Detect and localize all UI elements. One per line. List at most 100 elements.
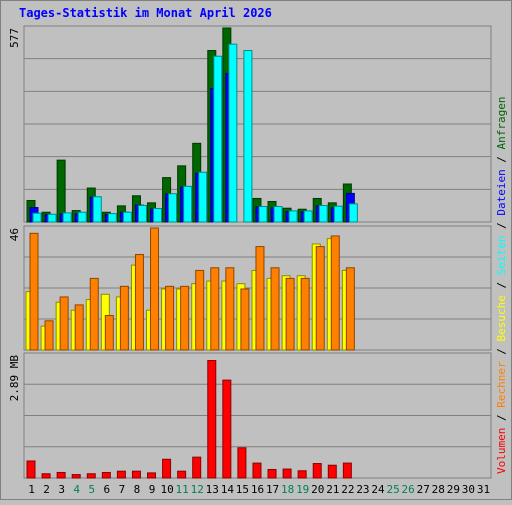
x-tick-label: 18 [281, 483, 294, 496]
bar-volumen-day-17 [267, 468, 277, 479]
bar-volumen-day-9 [147, 472, 157, 479]
x-tick-label: 31 [477, 483, 490, 496]
bar-seiten-day-13 [213, 55, 223, 223]
x-tick-label: 13 [206, 483, 219, 496]
legend-entry: / [495, 275, 508, 295]
bar-rechner-day-9 [150, 227, 160, 351]
legend-entry: Rechner [495, 361, 508, 408]
bar-volumen-day-21 [327, 464, 337, 479]
x-tick-label: 29 [447, 483, 460, 496]
bar-rechner-day-18 [285, 277, 295, 351]
legend-entry: / [495, 149, 508, 169]
bar-seiten-day-4 [77, 211, 87, 223]
legend-entry: Anfragen [495, 96, 508, 149]
bar-rechner-day-8 [134, 254, 144, 351]
x-tick-label: 16 [251, 483, 264, 496]
x-tick-label: 4 [73, 483, 80, 496]
x-tick-label: 3 [58, 483, 65, 496]
bar-rechner-day-6 [104, 315, 114, 351]
legend-vertical: Volumen / Rechner / Besuche / Seiten / D… [495, 96, 508, 474]
bar-rechner-day-1 [29, 232, 39, 351]
bar-seiten-day-22 [348, 203, 358, 223]
bar-rechner-day-10 [165, 285, 175, 351]
bar-volumen-day-20 [312, 463, 322, 479]
bar-volumen-day-1 [26, 460, 36, 479]
bar-volumen-day-12 [192, 456, 202, 479]
legend-entry: / [495, 408, 508, 428]
bar-rechner-day-20 [315, 246, 325, 351]
bar-rechner-day-3 [59, 296, 69, 351]
x-tick-label: 10 [160, 483, 173, 496]
legend-entry: Volumen [495, 428, 508, 474]
x-tick-label: 7 [119, 483, 126, 496]
legend-entry: Dateien [495, 169, 508, 215]
x-tick-label: 17 [266, 483, 279, 496]
bar-rechner-day-21 [330, 235, 340, 351]
x-tick-label: 19 [296, 483, 309, 496]
y-max-label: 46 [8, 228, 21, 241]
bar-rechner-day-2 [44, 320, 54, 351]
x-tick-label: 21 [326, 483, 339, 496]
bar-rechner-day-7 [119, 285, 129, 351]
x-axis-tick-labels: 1 2 3 4 5 6 7 8 9 10 11 12 13 14 15 16 17 18 19 20 21 22 23 24 2… [28, 483, 490, 496]
chart-panel-2: 46 [8, 225, 492, 351]
bar-rechner-day-11 [180, 285, 190, 351]
bar-rechner-day-17 [270, 267, 280, 351]
bar-seiten-day-5 [92, 196, 102, 223]
bar-volumen-day-3 [56, 471, 66, 479]
bar-seiten-day-10 [168, 193, 178, 223]
x-tick-label: 24 [371, 483, 385, 496]
bar-rechner-day-19 [300, 277, 310, 351]
x-tick-label: 25 [386, 483, 399, 496]
bar-volumen-day-16 [252, 462, 262, 479]
bar-volumen-day-2 [41, 473, 51, 479]
bar-volumen-day-13 [207, 360, 217, 479]
x-tick-label: 12 [191, 483, 204, 496]
x-tick-label: 1 [28, 483, 35, 496]
legend-entry: / [495, 342, 508, 362]
chart-panel-3: 2.89 MB [8, 352, 492, 479]
chart-title: Tages-Statistik im Monat April 2026 [19, 6, 272, 20]
bar-volumen-day-11 [177, 470, 187, 479]
x-tick-label: 2 [43, 483, 50, 496]
bar-seiten-day-3 [62, 212, 72, 223]
bar-seiten-day-19 [303, 210, 313, 223]
x-tick-label: 5 [88, 483, 95, 496]
bar-volumen-day-10 [162, 458, 172, 479]
bar-seiten-day-15 [243, 50, 253, 223]
bar-seiten-day-18 [288, 210, 298, 223]
legend-entry: Besuche [495, 295, 508, 341]
bar-rechner-day-16 [255, 246, 265, 351]
bar-volumen-day-19 [297, 470, 307, 479]
bar-volumen-day-14 [222, 379, 232, 479]
x-tick-label: 26 [402, 483, 415, 496]
x-tick-label: 22 [341, 483, 354, 496]
legend-entry: Seiten [495, 236, 508, 276]
legend-entry: / [495, 216, 508, 236]
bar-rechner-day-15 [240, 288, 250, 351]
bar-seiten-day-21 [333, 205, 343, 223]
bar-rechner-day-4 [74, 304, 84, 351]
bar-seiten-day-1 [32, 212, 42, 223]
bar-volumen-day-6 [101, 471, 111, 479]
x-tick-label: 20 [311, 483, 324, 496]
bar-seiten-day-11 [183, 185, 193, 223]
bar-rechner-day-13 [210, 267, 220, 351]
bar-rechner-day-12 [195, 269, 205, 351]
bar-volumen-day-22 [342, 462, 352, 479]
x-tick-label: 27 [417, 483, 430, 496]
bar-seiten-day-12 [198, 171, 208, 223]
bar-rechner-day-22 [345, 267, 355, 351]
bar-volumen-day-15 [237, 447, 247, 479]
bar-seiten-day-6 [107, 213, 117, 223]
x-tick-label: 23 [356, 483, 369, 496]
bar-seiten-day-20 [318, 205, 328, 223]
x-tick-label: 28 [432, 483, 445, 496]
bar-volumen-day-8 [131, 470, 141, 479]
x-tick-label: 14 [221, 483, 235, 496]
bar-volumen-day-18 [282, 468, 292, 479]
chart-panel-1: 577 [8, 25, 492, 223]
bar-seiten-day-17 [273, 206, 283, 223]
